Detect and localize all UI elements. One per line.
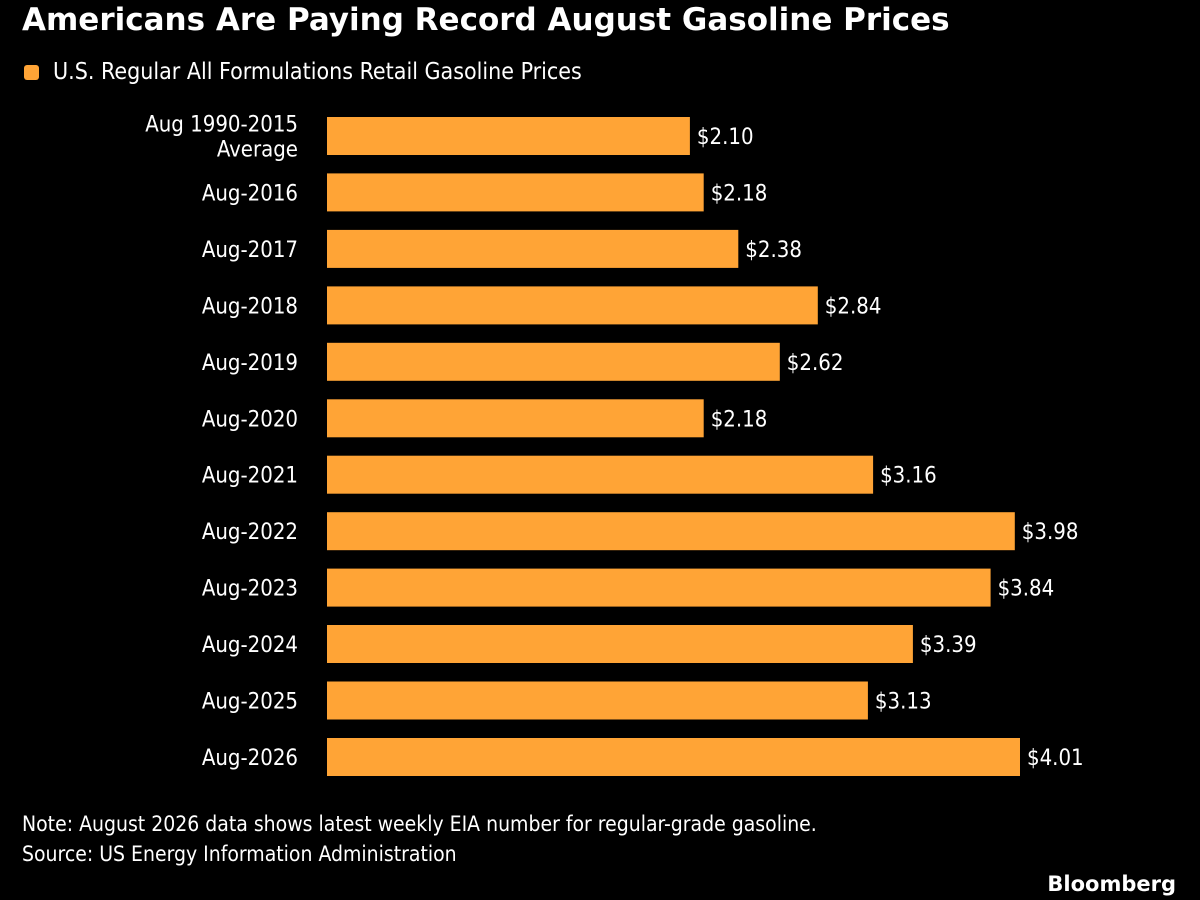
bar-value-label: $3.16 xyxy=(880,464,937,489)
bar xyxy=(327,342,780,381)
chart-title: Americans Are Paying Record August Gasol… xyxy=(22,2,950,38)
bloomberg-logo: Bloomberg xyxy=(1047,872,1176,896)
bar-value-label: $2.18 xyxy=(711,181,768,206)
bar xyxy=(327,512,1015,551)
bar xyxy=(327,399,704,438)
bar-value-label: $2.62 xyxy=(787,351,844,376)
bar-value-label: $2.18 xyxy=(711,407,768,432)
category-label: Aug-2017 xyxy=(202,238,298,263)
bar xyxy=(327,455,874,494)
bar xyxy=(327,229,739,268)
legend-label: U.S. Regular All Formulations Retail Gas… xyxy=(53,59,582,85)
category-label: Aug-2022 xyxy=(202,520,298,545)
bar xyxy=(327,286,818,325)
bar-value-label: $2.10 xyxy=(697,125,754,150)
bar-value-label: $3.39 xyxy=(920,633,977,658)
category-label: Aug-2016 xyxy=(202,181,298,206)
bar xyxy=(327,625,913,663)
bar-value-label: $2.38 xyxy=(745,238,802,263)
chart-note: Note: August 2026 data shows latest week… xyxy=(22,812,817,836)
category-label: Aug 1990-2015 Average xyxy=(145,113,298,163)
bar xyxy=(327,738,1020,776)
bar xyxy=(327,681,868,720)
bar-value-label: $3.84 xyxy=(998,577,1055,602)
category-label: Aug-2023 xyxy=(202,577,298,602)
bar xyxy=(327,117,690,155)
category-label: Aug-2025 xyxy=(202,690,298,715)
chart-source: Source: US Energy Information Administra… xyxy=(22,842,457,866)
bar-value-label: $3.13 xyxy=(875,690,932,715)
category-label: Aug-2024 xyxy=(202,633,298,658)
category-label: Aug-2019 xyxy=(202,351,298,376)
category-label: Aug-2026 xyxy=(202,746,298,771)
legend-swatch xyxy=(24,64,39,80)
category-label: Aug-2018 xyxy=(202,294,298,319)
bar xyxy=(327,568,991,607)
bar-value-label: $4.01 xyxy=(1027,746,1084,771)
legend: U.S. Regular All Formulations Retail Gas… xyxy=(24,56,582,88)
bar-value-label: $2.84 xyxy=(825,294,882,319)
bar-value-label: $3.98 xyxy=(1022,520,1079,545)
category-label: Aug-2020 xyxy=(202,407,298,432)
bar xyxy=(327,173,704,212)
bar-chart: $2.10 Aug 1990-2015 Average $2.18 Aug-2016 $2… xyxy=(145,113,1084,776)
category-label: Aug-2021 xyxy=(202,464,298,489)
